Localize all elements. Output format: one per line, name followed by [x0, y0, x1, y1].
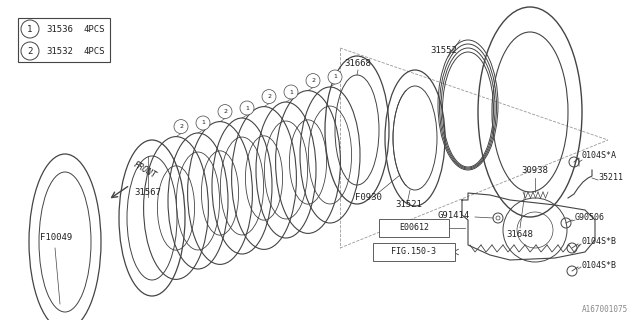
Text: A167001075: A167001075	[582, 305, 628, 314]
Text: FIG.150-3: FIG.150-3	[392, 247, 436, 257]
Text: 4PCS: 4PCS	[84, 46, 106, 55]
Text: 1: 1	[201, 121, 205, 125]
Text: 35211: 35211	[598, 173, 623, 182]
Text: 31648: 31648	[507, 230, 533, 239]
Circle shape	[218, 105, 232, 119]
Circle shape	[174, 120, 188, 134]
FancyBboxPatch shape	[379, 219, 449, 237]
Text: 31552: 31552	[430, 46, 457, 55]
Text: 0104S*A: 0104S*A	[582, 150, 617, 159]
Circle shape	[21, 20, 39, 38]
Circle shape	[328, 70, 342, 84]
Text: F0930: F0930	[355, 193, 382, 202]
Circle shape	[262, 90, 276, 104]
Circle shape	[306, 74, 320, 88]
Text: 31532: 31532	[46, 46, 73, 55]
Circle shape	[284, 85, 298, 99]
Text: 31536: 31536	[46, 25, 73, 34]
Text: 1: 1	[245, 106, 249, 110]
Circle shape	[21, 42, 39, 60]
Text: FRONT: FRONT	[132, 160, 158, 180]
Text: 2: 2	[28, 46, 33, 55]
Text: G90506: G90506	[575, 213, 605, 222]
Bar	[18, 18, 110, 62]
Text: 2: 2	[179, 124, 183, 129]
Text: 31668: 31668	[344, 59, 371, 68]
Text: 2: 2	[311, 78, 315, 83]
Text: 0104S*B: 0104S*B	[581, 237, 616, 246]
Text: 4PCS: 4PCS	[84, 25, 106, 34]
Text: 2: 2	[223, 109, 227, 114]
Text: 31521: 31521	[395, 200, 422, 209]
Text: E00612: E00612	[399, 223, 429, 233]
Text: 31567: 31567	[134, 188, 161, 197]
Circle shape	[240, 101, 254, 115]
Text: 0104S*B: 0104S*B	[581, 260, 616, 269]
FancyBboxPatch shape	[373, 243, 455, 261]
Text: F10049: F10049	[40, 233, 72, 242]
Text: G91414: G91414	[438, 211, 470, 220]
Text: 1: 1	[28, 25, 33, 34]
Text: 1: 1	[289, 90, 293, 94]
Text: 30938: 30938	[522, 166, 548, 175]
Circle shape	[196, 116, 210, 130]
Text: 1: 1	[333, 75, 337, 79]
Text: 2: 2	[267, 94, 271, 99]
